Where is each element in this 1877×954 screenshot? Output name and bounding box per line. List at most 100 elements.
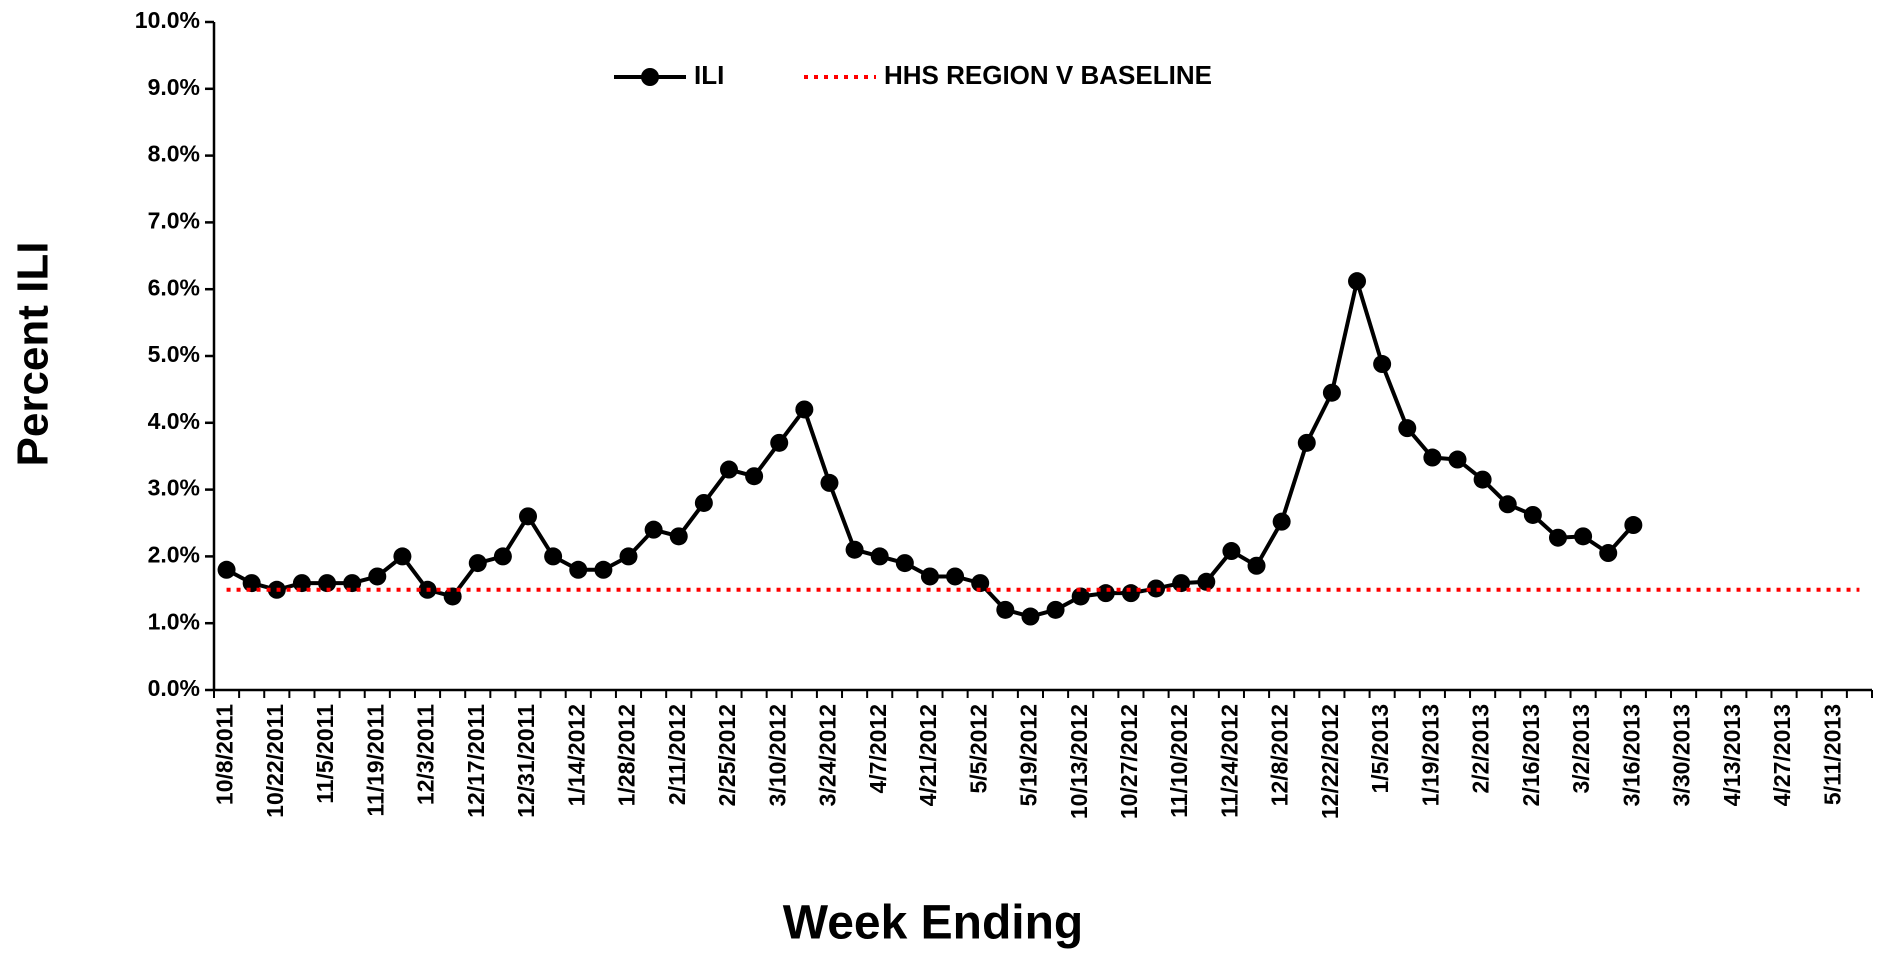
x-axis-title: Week Ending [783,897,1084,950]
marker [1348,272,1367,291]
marker [1222,542,1241,561]
y-axis-title: Percent ILI [9,242,58,467]
marker [1423,448,1442,467]
marker [1021,607,1040,626]
marker [1574,527,1593,546]
y-tick-label: 3.0% [148,475,200,501]
x-tick-label: 2/2/2013 [1468,704,1494,794]
marker [1297,433,1316,452]
marker [870,547,889,566]
x-tick-label: 3/30/2013 [1669,704,1695,806]
x-tick-label: 4/21/2012 [915,704,941,806]
marker [1121,584,1140,603]
marker [795,400,814,419]
y-tick-label: 2.0% [148,541,200,567]
x-tick-label: 2/25/2012 [714,704,740,806]
marker [1247,556,1266,575]
marker [343,574,362,593]
x-tick-label: 10/27/2012 [1116,704,1142,819]
marker [1373,355,1392,374]
marker [393,547,412,566]
marker [619,547,638,566]
marker [895,554,914,573]
y-tick-label: 5.0% [148,341,200,367]
x-tick-label: 5/5/2012 [965,704,991,794]
x-tick-label: 11/5/2011 [312,704,338,804]
x-tick-label: 1/5/2013 [1367,704,1393,794]
x-tick-label: 10/8/2011 [212,704,238,805]
x-tick-label: 12/3/2011 [413,704,439,805]
marker [544,547,563,566]
marker [1046,600,1065,619]
x-tick-label: 5/11/2013 [1819,704,1845,805]
marker [996,600,1015,619]
x-tick-label: 3/2/2013 [1568,704,1594,794]
legend-label: ILI [694,60,724,90]
marker [217,560,236,579]
x-tick-label: 12/31/2011 [513,704,539,818]
x-tick-label: 2/16/2013 [1518,704,1544,806]
marker [1096,584,1115,603]
marker [1398,419,1417,438]
marker [694,493,713,512]
marker [719,460,738,479]
y-tick-label: 8.0% [148,141,200,167]
marker [1548,528,1567,547]
series-line [225,273,1635,619]
x-tick-label: 1/19/2013 [1417,704,1443,806]
y-tick-label: 10.0% [135,7,200,33]
marker [946,567,965,586]
marker [1473,470,1492,489]
marker [594,560,613,579]
x-tick-label: 3/10/2012 [764,704,790,806]
x-tick-label: 3/24/2012 [815,704,841,806]
marker [519,507,538,526]
x-tick-label: 11/10/2012 [1166,704,1192,818]
marker [569,560,588,579]
marker [242,574,261,593]
marker [1172,574,1191,593]
x-tick-label: 10/22/2011 [262,704,288,818]
marker [820,473,839,492]
marker [745,467,764,486]
marker [1624,516,1643,535]
x-tick-label: 10/13/2012 [1066,704,1092,819]
marker [644,520,663,539]
x-tick-label: 4/27/2013 [1769,704,1795,806]
y-tick-label: 7.0% [148,207,200,233]
y-tick-label: 4.0% [148,408,200,434]
x-tick-label: 12/17/2011 [463,704,489,818]
x-tick-label: 1/28/2012 [614,704,640,806]
y-tick-label: 9.0% [148,74,200,100]
marker [1071,587,1090,606]
x-tick-label: 3/16/2013 [1618,704,1644,806]
marker [1272,512,1291,531]
marker [1498,495,1517,514]
x-tick-label: 4/7/2012 [865,704,891,794]
marker [770,433,789,452]
marker [1599,544,1618,563]
marker [669,527,688,546]
x-tick-label: 12/22/2012 [1317,704,1343,819]
marker [971,574,990,593]
marker [1448,450,1467,469]
legend-marker [641,68,659,86]
marker [318,574,337,593]
marker [1523,505,1542,524]
x-tick-label: 12/8/2012 [1267,704,1293,806]
x-tick-label: 4/13/2013 [1719,704,1745,806]
marker [493,547,512,566]
y-tick-label: 6.0% [148,274,200,300]
marker [468,554,487,573]
x-tick-label: 11/24/2012 [1216,704,1242,818]
marker [368,567,387,586]
y-tick-label: 1.0% [148,608,200,634]
marker [845,540,864,559]
marker [1322,383,1341,402]
marker [920,567,939,586]
x-tick-label: 2/11/2012 [664,704,690,805]
x-tick-label: 11/19/2011 [362,704,388,817]
marker [1197,572,1216,591]
